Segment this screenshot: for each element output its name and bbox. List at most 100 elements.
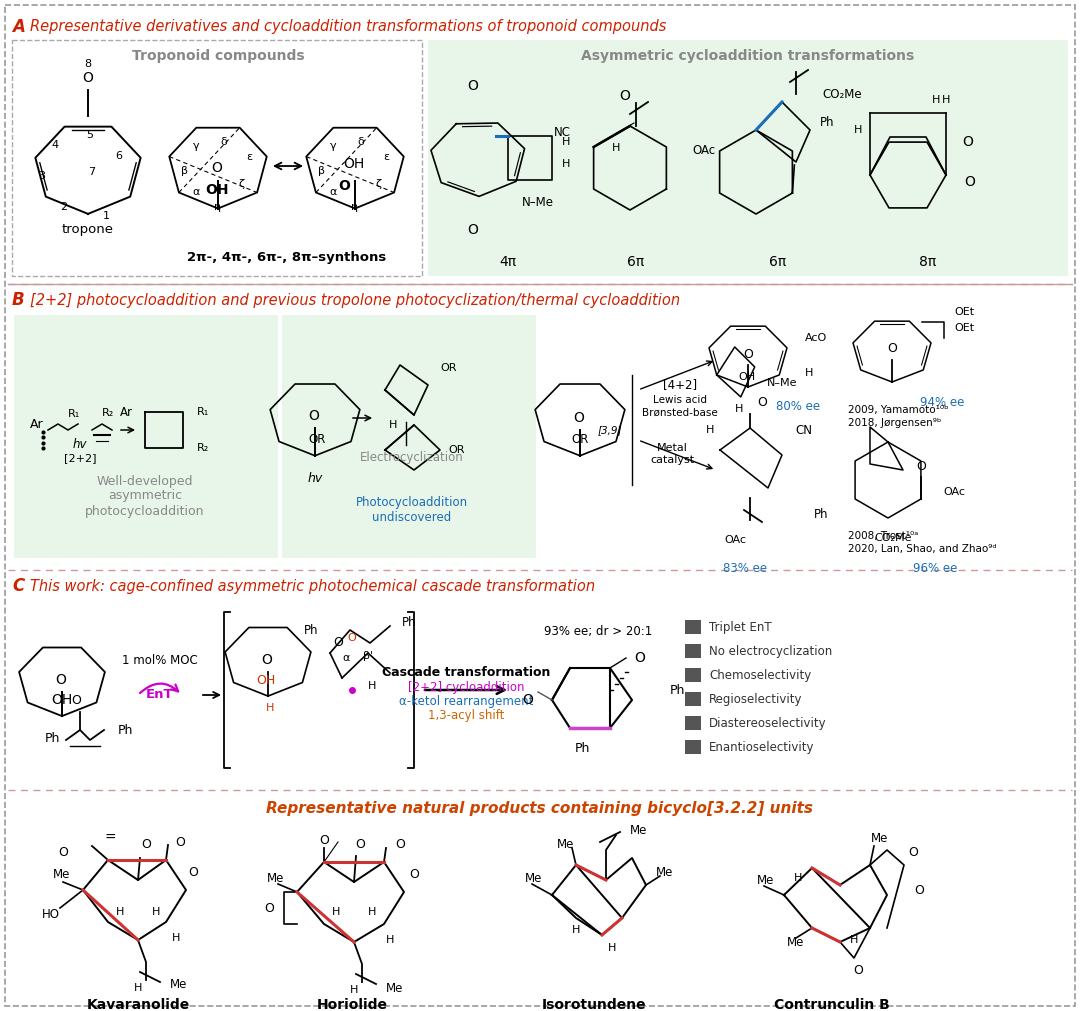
Text: [2+2] cycloaddition: [2+2] cycloaddition — [408, 681, 524, 695]
Text: O: O — [71, 694, 81, 707]
Text: OH: OH — [343, 158, 365, 172]
Text: H: H — [850, 935, 859, 945]
Text: =: = — [104, 831, 116, 845]
Text: Photocycloaddition
undiscovered: Photocycloaddition undiscovered — [356, 496, 468, 524]
Text: 4: 4 — [51, 140, 58, 150]
Text: Me: Me — [53, 868, 70, 882]
Text: [3,9]: [3,9] — [597, 425, 622, 435]
Text: O: O — [265, 902, 274, 915]
Text: δ: δ — [357, 136, 364, 147]
Text: Lewis acid: Lewis acid — [653, 395, 707, 405]
Text: Me: Me — [557, 838, 575, 851]
Text: 2π-, 4π-, 6π-, 8π–synthons: 2π-, 4π-, 6π-, 8π–synthons — [187, 252, 387, 265]
Text: Ph: Ph — [303, 624, 318, 637]
Text: β: β — [318, 166, 325, 176]
Text: 8π: 8π — [919, 255, 936, 269]
Text: 2: 2 — [60, 201, 67, 211]
Text: C: C — [12, 577, 24, 595]
Text: AcO: AcO — [805, 333, 827, 343]
Text: N–Me: N–Me — [522, 196, 554, 209]
Text: OH: OH — [738, 372, 755, 382]
Text: O: O — [175, 835, 185, 848]
Text: α: α — [342, 653, 350, 663]
Text: O: O — [635, 651, 646, 665]
Text: 4π: 4π — [499, 255, 516, 269]
Text: O: O — [141, 838, 151, 851]
Text: N–Me: N–Me — [767, 378, 797, 388]
Text: O: O — [55, 673, 67, 687]
Text: ε: ε — [246, 152, 253, 162]
Text: H: H — [854, 125, 862, 135]
Text: O: O — [853, 963, 863, 977]
Text: OH: OH — [256, 674, 275, 687]
Text: R₁: R₁ — [68, 409, 80, 419]
Text: Electrocyclization: Electrocyclization — [360, 452, 464, 464]
Text: O: O — [409, 867, 419, 881]
Bar — [685, 668, 701, 682]
Text: Contrunculin B: Contrunculin B — [774, 998, 890, 1011]
Text: η: η — [351, 201, 359, 211]
Text: Horiolide: Horiolide — [316, 998, 388, 1011]
Text: Cascade transformation: Cascade transformation — [382, 665, 550, 678]
Text: tropone: tropone — [62, 223, 114, 237]
Text: H: H — [611, 143, 620, 153]
Text: H: H — [706, 425, 714, 435]
Text: No electrocyclization: No electrocyclization — [708, 645, 833, 658]
Text: Brønsted-base: Brønsted-base — [643, 408, 718, 418]
Text: O: O — [82, 71, 94, 85]
Text: H: H — [562, 159, 570, 169]
Bar — [685, 644, 701, 658]
Text: H: H — [152, 907, 160, 917]
Polygon shape — [14, 315, 278, 558]
Text: 93% ee; dr > 20:1: 93% ee; dr > 20:1 — [544, 626, 652, 639]
Text: O: O — [962, 135, 973, 149]
Text: δ: δ — [220, 136, 227, 147]
Text: H: H — [932, 95, 941, 105]
Text: β': β' — [363, 651, 373, 661]
Text: O: O — [395, 838, 405, 851]
Text: Me: Me — [630, 824, 647, 836]
Text: OR: OR — [448, 445, 464, 455]
Text: Me: Me — [872, 831, 889, 844]
Text: H: H — [562, 137, 570, 147]
Text: α-ketol rearrangement: α-ketol rearrangement — [399, 696, 534, 709]
Polygon shape — [282, 315, 536, 558]
Text: O: O — [468, 79, 478, 93]
Text: Metal: Metal — [657, 443, 688, 453]
Text: Representative derivatives and cycloaddition transformations of troponoid compou: Representative derivatives and cycloaddi… — [30, 19, 666, 34]
Text: H: H — [350, 985, 359, 995]
Text: 2009, Yamamoto¹⁰ᵇ: 2009, Yamamoto¹⁰ᵇ — [848, 405, 948, 415]
Text: O: O — [338, 180, 350, 193]
Text: O: O — [523, 693, 534, 707]
Text: This work: cage-confined asymmetric photochemical cascade transformation: This work: cage-confined asymmetric phot… — [30, 578, 595, 593]
Text: H: H — [805, 368, 813, 378]
Text: Ph: Ph — [670, 683, 686, 697]
Text: 7: 7 — [89, 167, 95, 177]
Text: O: O — [468, 223, 478, 237]
Text: O: O — [261, 653, 272, 667]
Text: Me: Me — [757, 874, 774, 887]
Text: H: H — [794, 874, 802, 883]
Text: H: H — [368, 681, 376, 691]
Text: 2020, Lan, Shao, and Zhao⁹ᵈ: 2020, Lan, Shao, and Zhao⁹ᵈ — [848, 544, 997, 554]
Text: Ar: Ar — [120, 405, 133, 419]
Text: Me: Me — [656, 865, 673, 879]
Text: 96% ee: 96% ee — [913, 561, 957, 574]
Text: α: α — [329, 187, 337, 197]
Text: Enantioselectivity: Enantioselectivity — [708, 741, 814, 754]
Text: HO: HO — [42, 909, 60, 921]
Text: Me: Me — [525, 871, 542, 885]
Text: R₂: R₂ — [197, 443, 210, 453]
Text: O: O — [212, 162, 222, 176]
Text: Kavaranolide: Kavaranolide — [86, 998, 190, 1011]
Text: Ph: Ph — [402, 617, 417, 630]
Text: OR: OR — [309, 433, 326, 446]
Text: Ph: Ph — [820, 115, 835, 128]
Text: A: A — [12, 18, 25, 36]
Text: Ph: Ph — [44, 732, 59, 744]
Bar — [685, 620, 701, 634]
Text: Representative natural products containing bicyclo[3.2.2] units: Representative natural products containi… — [267, 801, 813, 816]
Text: H: H — [134, 983, 143, 993]
Text: OR: OR — [440, 363, 457, 373]
Text: 6π: 6π — [769, 255, 786, 269]
